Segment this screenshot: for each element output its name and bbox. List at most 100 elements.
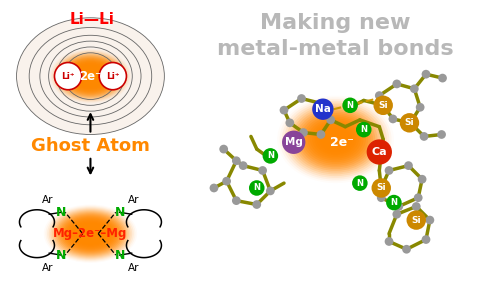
Ellipse shape: [52, 51, 129, 102]
Circle shape: [393, 210, 401, 219]
Ellipse shape: [64, 217, 117, 250]
Ellipse shape: [331, 136, 340, 143]
Ellipse shape: [55, 53, 126, 100]
Circle shape: [286, 119, 294, 127]
Text: N: N: [347, 101, 354, 110]
Circle shape: [312, 98, 334, 120]
Ellipse shape: [86, 73, 95, 79]
Ellipse shape: [84, 230, 97, 238]
Ellipse shape: [314, 124, 357, 155]
Text: N: N: [114, 249, 125, 262]
Ellipse shape: [82, 71, 98, 81]
Circle shape: [404, 161, 413, 170]
Text: N: N: [114, 206, 125, 219]
Ellipse shape: [326, 132, 345, 146]
Circle shape: [282, 131, 305, 154]
Circle shape: [239, 161, 248, 170]
Circle shape: [280, 106, 288, 115]
Circle shape: [421, 235, 431, 244]
Circle shape: [412, 202, 420, 211]
Ellipse shape: [62, 57, 119, 95]
Ellipse shape: [328, 134, 343, 145]
Ellipse shape: [74, 223, 107, 244]
Ellipse shape: [84, 72, 97, 81]
Ellipse shape: [324, 131, 347, 148]
Ellipse shape: [284, 101, 387, 178]
Text: Na: Na: [315, 104, 331, 114]
Ellipse shape: [78, 68, 103, 84]
Ellipse shape: [72, 222, 109, 245]
Ellipse shape: [72, 64, 109, 89]
Ellipse shape: [77, 67, 104, 85]
Ellipse shape: [303, 115, 368, 164]
Ellipse shape: [54, 52, 127, 101]
Ellipse shape: [87, 232, 94, 236]
Text: Li⁺: Li⁺: [106, 72, 120, 81]
Text: Making new: Making new: [260, 13, 411, 33]
Ellipse shape: [291, 106, 380, 173]
Ellipse shape: [67, 61, 114, 92]
Ellipse shape: [70, 63, 111, 90]
Circle shape: [258, 166, 267, 175]
Circle shape: [252, 200, 261, 209]
Ellipse shape: [57, 213, 124, 254]
Ellipse shape: [58, 54, 123, 98]
Text: Ar: Ar: [128, 263, 139, 273]
Circle shape: [317, 130, 325, 139]
Text: N: N: [56, 206, 66, 219]
Ellipse shape: [322, 129, 349, 150]
Circle shape: [297, 94, 306, 103]
Circle shape: [402, 245, 411, 254]
Text: Ca: Ca: [372, 147, 387, 157]
Circle shape: [249, 180, 264, 196]
Circle shape: [299, 128, 308, 137]
Ellipse shape: [88, 74, 93, 78]
Ellipse shape: [308, 118, 363, 161]
Ellipse shape: [59, 214, 122, 254]
Circle shape: [418, 175, 426, 184]
Circle shape: [232, 196, 240, 205]
Circle shape: [352, 175, 368, 191]
Circle shape: [421, 70, 431, 78]
Circle shape: [420, 132, 429, 141]
Circle shape: [384, 166, 394, 175]
Ellipse shape: [81, 70, 100, 82]
Text: N: N: [360, 125, 367, 134]
Circle shape: [263, 148, 278, 164]
Circle shape: [400, 113, 419, 133]
Circle shape: [393, 80, 401, 88]
Ellipse shape: [77, 225, 104, 242]
Circle shape: [342, 98, 358, 113]
Ellipse shape: [59, 55, 122, 97]
Text: Ghost Atom: Ghost Atom: [31, 137, 150, 155]
Ellipse shape: [80, 69, 101, 83]
Circle shape: [375, 91, 384, 100]
Text: 2e⁻: 2e⁻: [330, 136, 354, 149]
Ellipse shape: [89, 233, 92, 235]
Circle shape: [99, 63, 126, 90]
Ellipse shape: [69, 62, 112, 91]
Ellipse shape: [54, 211, 127, 257]
Ellipse shape: [69, 220, 112, 247]
Ellipse shape: [74, 65, 107, 87]
Ellipse shape: [282, 99, 389, 180]
Text: N: N: [356, 179, 363, 188]
Circle shape: [356, 122, 372, 137]
Text: 2e⁻: 2e⁻: [79, 70, 102, 83]
Circle shape: [395, 202, 403, 211]
Ellipse shape: [89, 75, 92, 77]
Circle shape: [266, 187, 275, 195]
Ellipse shape: [60, 56, 120, 96]
Text: Ar: Ar: [42, 263, 53, 273]
Circle shape: [377, 193, 385, 202]
Circle shape: [317, 99, 325, 108]
Ellipse shape: [317, 125, 354, 153]
Ellipse shape: [62, 216, 119, 251]
Circle shape: [416, 103, 424, 112]
Ellipse shape: [312, 122, 359, 157]
Ellipse shape: [310, 120, 361, 159]
Circle shape: [406, 119, 415, 127]
Ellipse shape: [296, 110, 375, 169]
Ellipse shape: [46, 206, 135, 262]
Text: N: N: [56, 249, 66, 262]
